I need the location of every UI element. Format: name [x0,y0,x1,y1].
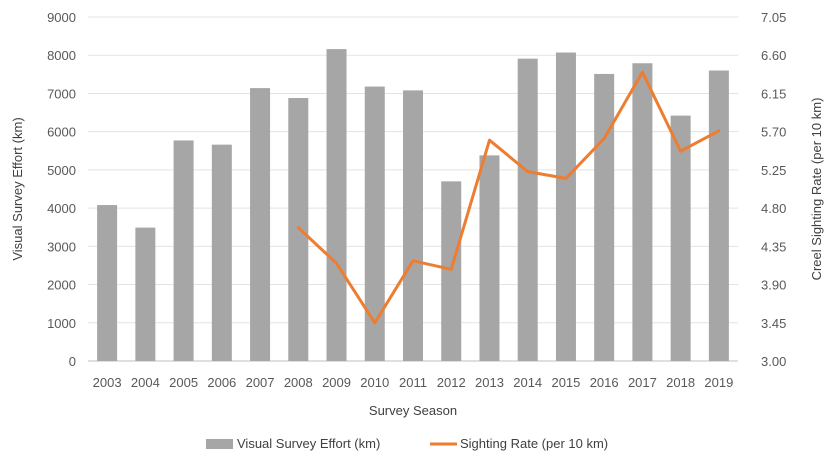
left-tick-label: 3000 [47,239,76,254]
legend-label-rate: Sighting Rate (per 10 km) [460,436,608,451]
bar-2015 [555,52,576,362]
bar-2016 [594,73,615,361]
bar-2019 [708,70,729,361]
x-axis-title: Survey Season [369,403,457,418]
right-tick-label: 6.15 [761,86,786,101]
x-tick-label: 2015 [551,375,580,390]
bar-2014 [517,58,538,361]
bar-2007 [250,88,271,362]
right-tick-label: 5.70 [761,125,786,140]
right-tick-label: 7.05 [761,10,786,25]
left-tick-label: 5000 [47,163,76,178]
x-tick-label: 2005 [169,375,198,390]
right-tick-label: 4.35 [761,239,786,254]
right-tick-label: 3.45 [761,316,786,331]
legend-swatch-effort [206,439,233,449]
bar-2013 [479,155,500,361]
bar-2018 [670,115,691,361]
left-tick-label: 6000 [47,125,76,140]
bar-2009 [326,49,347,362]
left-tick-label: 7000 [47,86,76,101]
left-axis-title: Visual Survey Effort (km) [10,117,25,260]
right-tick-label: 3.90 [761,278,786,293]
bar-2012 [441,181,462,361]
bar-2004 [135,227,156,361]
x-tick-label: 2006 [207,375,236,390]
sighting-rate-polyline [296,70,721,325]
left-tick-label: 9000 [47,10,76,25]
bar-2011 [403,90,423,362]
legend-label-effort: Visual Survey Effort (km) [237,436,380,451]
right-tick-label: 4.80 [761,201,786,216]
x-tick-label: 2017 [628,375,657,390]
bar-2017 [632,63,653,361]
bar-2003 [97,205,118,361]
x-tick-label: 2019 [704,375,733,390]
effort-bars [97,49,729,362]
x-tick-label: 2009 [322,375,351,390]
left-axis-ticks: 0 1000 2000 3000 4000 5000 6000 7000 8000 9000 [47,10,76,369]
x-axis-ticks: 2003 2004 2005 2006 2007 2008 2009 2010 2011 2012… [93,375,734,390]
x-tick-label: 2007 [246,375,275,390]
left-tick-label: 0 [69,354,76,369]
right-tick-label: 6.60 [761,48,786,63]
left-tick-label: 2000 [47,278,76,293]
bar-2005 [173,140,194,361]
left-tick-label: 4000 [47,201,76,216]
x-tick-label: 2018 [666,375,695,390]
x-tick-label: 2016 [590,375,619,390]
legend: Visual Survey Effort (km) Sighting Rate … [206,436,608,451]
x-tick-label: 2003 [93,375,122,390]
x-tick-label: 2011 [399,375,427,390]
bar-2006 [211,144,232,361]
right-tick-label: 5.25 [761,163,786,178]
x-tick-label: 2010 [360,375,389,390]
right-tick-label: 3.00 [761,354,786,369]
x-tick-label: 2008 [284,375,313,390]
x-tick-label: 2004 [131,375,160,390]
bar-2010 [364,86,385,361]
x-tick-label: 2013 [475,375,504,390]
right-axis-ticks: 3.00 3.45 3.90 4.35 4.80 5.25 5.70 6.15 6.60 7.05 [761,10,786,369]
right-axis-title: Creel Sighting Rate (per 10 km) [809,98,824,281]
left-tick-label: 1000 [47,316,76,331]
x-tick-label: 2014 [513,375,542,390]
x-tick-label: 2012 [437,375,466,390]
sighting-rate-line [296,70,721,325]
left-tick-label: 8000 [47,48,76,63]
